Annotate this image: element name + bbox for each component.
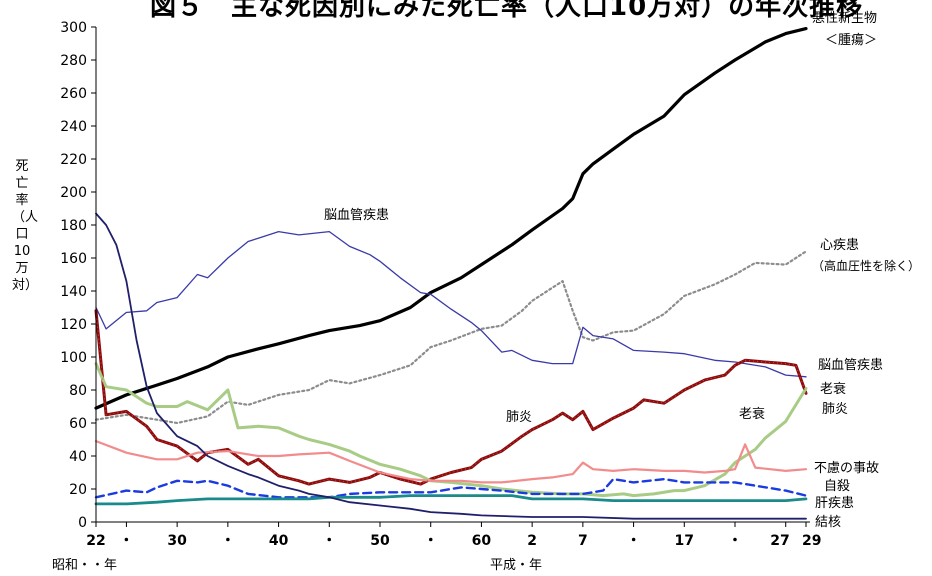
x-tick-label-15: 29 bbox=[802, 533, 821, 549]
series-line-1 bbox=[94, 250, 808, 425]
series-line-4 bbox=[94, 362, 808, 498]
y-axis-label: 死亡率（人口10万対） bbox=[12, 159, 39, 293]
x-tick-label-4: 40 bbox=[269, 533, 289, 549]
y-tick-label-2: 40 bbox=[69, 449, 87, 465]
series-label-0: 悪性新生物 bbox=[812, 10, 877, 26]
x-tick-label-0: 22 bbox=[86, 533, 105, 549]
plot-area bbox=[94, 27, 808, 520]
series-line-6 bbox=[94, 477, 808, 499]
series-label-8: 肺炎 bbox=[506, 410, 532, 425]
series-label-6: 老衰 bbox=[820, 381, 846, 397]
y-tick-label-13: 260 bbox=[60, 86, 87, 102]
series-label-9: 老衰 bbox=[739, 406, 765, 422]
series-line-7 bbox=[94, 494, 808, 506]
y-tick-label-8: 160 bbox=[60, 251, 87, 267]
x-tick-label-8: 60 bbox=[472, 533, 492, 549]
series-label-2: 心疾患 bbox=[820, 238, 859, 253]
y-tick-label-4: 80 bbox=[69, 383, 87, 399]
x-tick-label-2: 30 bbox=[167, 533, 187, 549]
y-tick-label-14: 280 bbox=[60, 53, 87, 69]
y-tick-label-12: 240 bbox=[60, 119, 87, 135]
series-label-7: 肺炎 bbox=[822, 402, 848, 417]
series-label-13: 結核 bbox=[815, 515, 841, 530]
series-label-3: （高血圧性を除く） bbox=[812, 258, 920, 273]
series-line-5 bbox=[94, 440, 808, 484]
y-tick-label-1: 20 bbox=[69, 482, 87, 498]
x-tick-label-13: ・ bbox=[728, 533, 742, 549]
y-tick-label-0: 0 bbox=[78, 515, 87, 531]
series-label-11: 自殺 bbox=[824, 479, 850, 494]
series-label-10: 不慮の事故 bbox=[814, 461, 879, 476]
x-era-label-showa: 昭和・・年 bbox=[52, 558, 118, 573]
series-line-2 bbox=[95, 230, 807, 378]
x-tick-label-3: ・ bbox=[221, 533, 235, 549]
chart-title: 図５ 主な死因別にみた死亡率（人口10万対）の年次推移 bbox=[150, 0, 864, 22]
y-tick-label-5: 100 bbox=[60, 350, 87, 366]
x-era-label-heisei: 平成・年 bbox=[490, 558, 543, 573]
y-tick-label-6: 120 bbox=[60, 317, 87, 333]
x-tick-label-1: ・ bbox=[119, 533, 133, 549]
y-tick-label-9: 180 bbox=[60, 218, 87, 234]
x-tick-label-5: ・ bbox=[322, 533, 336, 549]
series-line-0 bbox=[94, 27, 808, 410]
y-tick-label-11: 220 bbox=[60, 152, 87, 168]
axes: 0204060801001201401601802002202402602803… bbox=[60, 20, 821, 549]
x-tick-label-9: 2 bbox=[527, 533, 537, 549]
x-tick-label-7: ・ bbox=[424, 533, 438, 549]
series-label-4: 脳血管疾患 bbox=[324, 208, 389, 223]
series-line-8 bbox=[95, 212, 807, 520]
x-tick-label-14: 27 bbox=[770, 533, 789, 549]
x-tick-label-6: 50 bbox=[370, 533, 390, 549]
x-tick-label-11: ・ bbox=[627, 533, 641, 549]
x-tick-label-12: 17 bbox=[675, 533, 694, 549]
x-tick-label-10: 7 bbox=[578, 533, 588, 549]
series-line-3 bbox=[94, 309, 808, 486]
y-tick-label-3: 60 bbox=[69, 416, 87, 432]
y-tick-label-7: 140 bbox=[60, 284, 87, 300]
y-tick-label-10: 200 bbox=[60, 185, 87, 201]
y-tick-label-15: 300 bbox=[60, 20, 87, 36]
series-label-12: 肝疾患 bbox=[815, 496, 854, 511]
series-label-1: ＜腫瘍＞ bbox=[825, 32, 877, 48]
series-label-5: 脳血管疾患 bbox=[818, 358, 883, 373]
